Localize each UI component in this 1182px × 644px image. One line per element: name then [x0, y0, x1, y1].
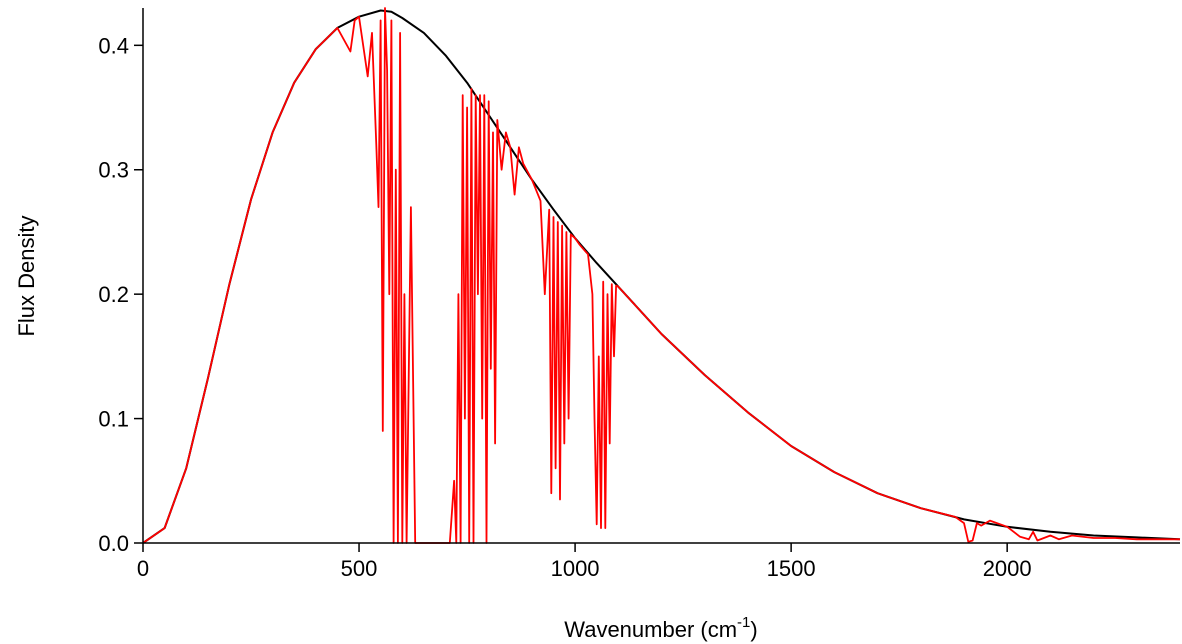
x-axis-title-superscript: -1: [737, 614, 750, 631]
x-tick-label: 2000: [983, 556, 1032, 581]
y-tick-label: 0.3: [98, 158, 129, 183]
x-axis-title-suffix: ): [750, 617, 757, 642]
y-tick-label: 0.1: [98, 407, 129, 432]
x-axis-title: Wavenumber (cm-1): [564, 614, 757, 642]
y-tick-label: 0.0: [98, 531, 129, 556]
x-tick-label: 1500: [767, 556, 816, 581]
series-layer: [142, 7, 1181, 544]
x-tick-label: 500: [341, 556, 378, 581]
y-tick-label: 0.2: [98, 282, 129, 307]
y-tick-label: 0.4: [98, 33, 129, 58]
y-axis-title: Flux Density: [14, 215, 39, 336]
x-tick-label: 0: [137, 556, 149, 581]
series-line-1: [142, 9, 1181, 544]
series-line-2: [142, 7, 1180, 544]
tick-layer: 0 500 1000 1500 2000 0.0 0.1 0.2 0.3 0.4: [98, 33, 1031, 581]
x-tick-label: 1000: [551, 556, 600, 581]
x-axis-title-main: Wavenumber (cm: [564, 617, 737, 642]
